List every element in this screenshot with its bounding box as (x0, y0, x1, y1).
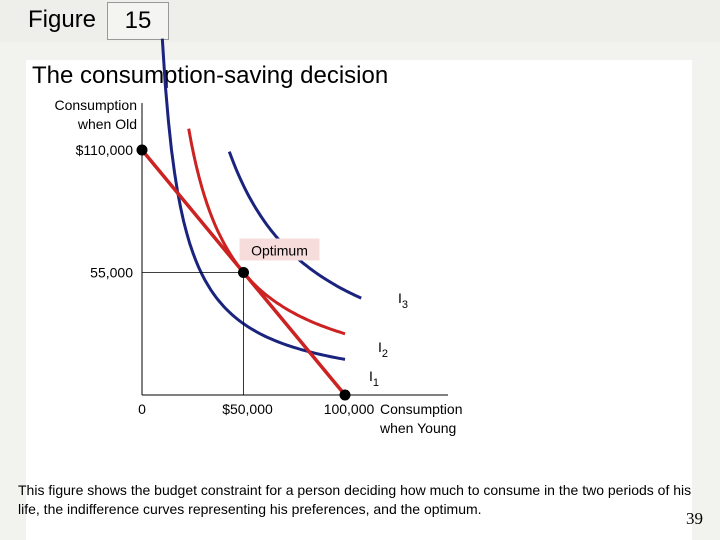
figure-number: 15 (107, 2, 169, 40)
indifference-curve-2 (187, 128, 346, 336)
x-axis-label-line2: when Young (379, 420, 456, 436)
optimum-guides (142, 267, 249, 395)
y-tick-label-2: $110,000 (76, 142, 134, 158)
x-tick-label-1: 0 (138, 401, 146, 417)
page-number: 39 (686, 509, 703, 528)
curve-label-subscript-3: 3 (402, 299, 408, 311)
optimum-label-bg (239, 238, 320, 261)
curve-label-3: I3 (398, 290, 408, 311)
slide-title: The consumption-saving decision (32, 62, 389, 89)
indifference-curve-1 (160, 38, 346, 361)
budget-endpoint-x (339, 389, 351, 401)
chart-labels: Optimum Consumption when Old 55,000 $110,000… (55, 97, 463, 436)
title-band (26, 42, 692, 60)
y-axis-label-line1: Consumption (55, 97, 138, 113)
curve-label-subscript-2: 2 (382, 348, 388, 360)
curve-label-subscript-1: 1 (373, 377, 379, 389)
y-tick-label-1: 55,000 (90, 265, 133, 281)
curve-label-1: I1 (369, 368, 379, 389)
x-tick-label-3: 100,000 (324, 401, 375, 417)
figure-caption: This figure shows the budget constraint … (18, 482, 692, 517)
x-axis-label-line1: Consumption (380, 401, 463, 417)
y-axis-label-line2: when Old (77, 116, 137, 132)
figure-label: Figure (28, 6, 97, 33)
optimum-label: Optimum (251, 243, 308, 259)
curve-label-2: I2 (378, 339, 388, 360)
optimum-point (238, 267, 249, 278)
right-band (692, 42, 720, 540)
budget-endpoint-y (136, 144, 148, 156)
left-band (0, 42, 26, 540)
x-tick-label-2: $50,000 (222, 401, 273, 417)
